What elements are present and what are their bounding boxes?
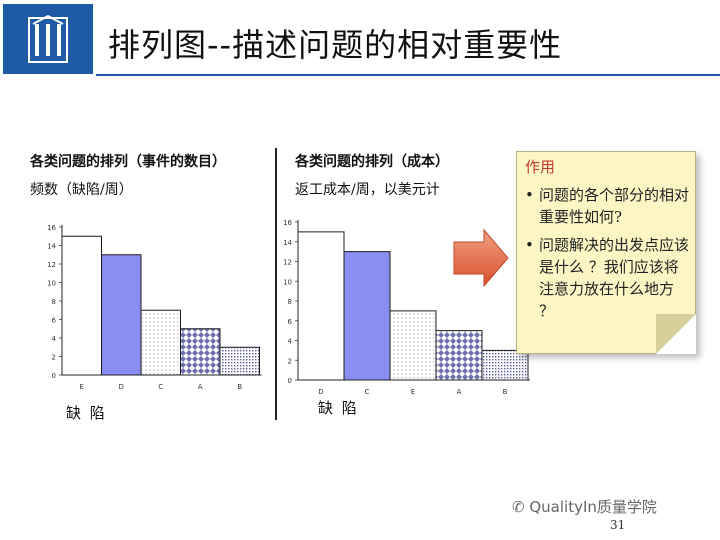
bar <box>140 309 181 376</box>
y-tick-label: 8 <box>288 298 292 306</box>
y-tick-label: 14 <box>283 239 292 247</box>
y-tick-label: 2 <box>52 354 56 362</box>
chart2-xlabel: 缺 陷 <box>318 399 359 417</box>
note-item: • 问题的各个部分的相对重要性如何? <box>523 184 691 228</box>
note-item-text: 问题的各个部分的相对重要性如何? <box>539 186 690 226</box>
y-tick-label: 12 <box>283 259 292 267</box>
chart-divider <box>275 148 277 420</box>
bar <box>61 235 102 376</box>
y-tick-label: 2 <box>288 357 292 365</box>
bar <box>343 251 391 381</box>
x-tick-label: A <box>457 388 462 396</box>
y-tick-label: 16 <box>283 219 292 227</box>
bar <box>180 328 221 376</box>
note-list: • 问题的各个部分的相对重要性如何? • 问题解决的出发点应该是什么 ？我们应该… <box>523 184 691 328</box>
bar <box>297 231 345 381</box>
watermark: ✆ QualityIn质量学院 <box>512 496 657 517</box>
chart1-svg: 0 2 4 6 8 10 12 14 16 E D C A B <box>47 224 262 391</box>
y-tick-label: 10 <box>283 278 292 286</box>
x-tick-label: A <box>198 383 203 391</box>
y-tick-label: 4 <box>288 338 293 346</box>
y-tick-label: 16 <box>47 224 56 232</box>
page-fold-corner <box>656 314 696 354</box>
y-tick-label: 0 <box>288 377 292 385</box>
bar <box>481 349 529 381</box>
note-item-text: 问题解决的出发点应该是什么 ？我们应该将注意力放在什么地方 ？ <box>539 236 690 320</box>
chart2-svg: 0 2 4 6 8 10 12 14 16 D C E A B <box>283 219 530 396</box>
right-arrow-icon <box>453 228 509 288</box>
slide-title: 排列图--描述问题的相对重要性 <box>108 26 563 64</box>
x-tick-label: C <box>365 388 370 396</box>
chart1-xlabel: 缺 陷 <box>66 404 107 422</box>
logo-mark-icon <box>3 4 93 74</box>
x-tick-label: D <box>318 388 323 396</box>
bar <box>101 254 142 376</box>
y-tick-label: 6 <box>288 318 293 326</box>
note-title: 作用 <box>525 158 556 176</box>
x-tick-label: E <box>411 388 415 396</box>
chart1-ylabel: 频数（缺陷/周） <box>30 182 133 198</box>
y-tick-label: 4 <box>52 335 57 343</box>
bullet-icon: • <box>525 186 534 204</box>
watermark-text: QualityIn质量学院 <box>529 498 657 516</box>
chart2-ylabel: 返工成本/周，以美元计 <box>295 182 440 198</box>
institution-logo <box>3 4 93 74</box>
x-tick-label: B <box>237 383 242 391</box>
y-tick-label: 8 <box>52 298 56 306</box>
bar <box>435 330 483 381</box>
page-number: 31 <box>610 518 626 532</box>
x-tick-label: B <box>503 388 508 396</box>
y-tick-label: 10 <box>47 280 56 288</box>
y-tick-label: 12 <box>47 261 56 269</box>
note-item: • 问题解决的出发点应该是什么 ？我们应该将注意力放在什么地方 ？ <box>523 234 691 322</box>
x-tick-label: E <box>80 383 84 391</box>
y-tick-label: 0 <box>52 372 56 380</box>
x-tick-label: C <box>158 383 163 391</box>
wechat-icon: ✆ <box>512 498 525 516</box>
chart1-title: 各类问题的排列（事件的数目） <box>30 154 226 170</box>
x-tick-label: D <box>119 383 124 391</box>
title-underline <box>96 74 720 76</box>
bullet-icon: • <box>525 236 534 254</box>
bar <box>219 346 260 376</box>
chart2-title: 各类问题的排列（成本） <box>295 154 449 170</box>
purpose-note: 作用 • 问题的各个部分的相对重要性如何? • 问题解决的出发点应该是什么 ？我… <box>516 151 696 354</box>
y-tick-label: 6 <box>52 317 57 325</box>
bar <box>389 310 437 381</box>
y-tick-label: 14 <box>47 243 56 251</box>
